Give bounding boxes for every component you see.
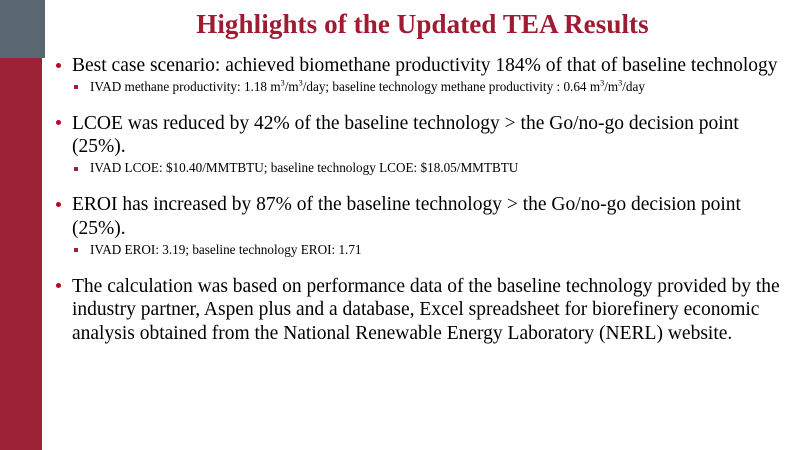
- sub-bullet-2-1-text: IVAD LCOE: $10.40/MMTBTU; baseline techn…: [90, 160, 519, 176]
- sub-bullet-2-1: IVAD LCOE: $10.40/MMTBTU; baseline techn…: [52, 160, 794, 177]
- bullet-dot-icon: [56, 283, 61, 289]
- sub-bullet-3-1: IVAD EROI: 3.19; baseline technology ERO…: [52, 242, 794, 259]
- bullet-group-1: Best case scenario: achieved biomethane …: [52, 54, 794, 96]
- spacer-3: [52, 259, 794, 275]
- slide-body: Best case scenario: achieved biomethane …: [52, 54, 794, 346]
- sub-bullet-1-1-part-a: IVAD methane productivity: 1.18 m: [90, 78, 281, 94]
- spacer-2: [52, 177, 794, 193]
- bullet-4: The calculation was based on performance…: [52, 275, 794, 346]
- slide-title: Highlights of the Updated TEA Results: [196, 9, 649, 39]
- decorative-red-bar: [0, 58, 42, 450]
- bullet-group-4: The calculation was based on performance…: [52, 275, 794, 346]
- bullet-2: LCOE was reduced by 42% of the baseline …: [52, 112, 794, 160]
- bullet-1: Best case scenario: achieved biomethane …: [52, 54, 794, 78]
- sub-bullet-1-1-sup-2: 3: [298, 78, 303, 88]
- square-bullet-icon: [74, 248, 78, 253]
- square-bullet-icon: [74, 166, 78, 171]
- bullet-1-text: Best case scenario: achieved biomethane …: [72, 55, 778, 76]
- square-bullet-icon: [74, 85, 78, 90]
- sub-bullet-1-1-part-b: /m: [284, 78, 299, 94]
- bullet-dot-icon: [56, 120, 61, 126]
- sub-bullet-1-1-sup-3: 3: [600, 78, 605, 88]
- bullet-group-2: LCOE was reduced by 42% of the baseline …: [52, 112, 794, 177]
- bullet-dot-icon: [56, 62, 61, 68]
- sub-bullet-3-1-text: IVAD EROI: 3.19; baseline technology ERO…: [90, 241, 362, 257]
- sub-bullet-1-1-sup-1: 3: [280, 78, 285, 88]
- bullet-2-text: LCOE was reduced by 42% of the baseline …: [72, 112, 739, 158]
- spacer-1: [52, 96, 794, 112]
- bullet-3: EROI has increased by 87% of the baselin…: [52, 193, 794, 241]
- sub-bullet-1-1-sup-4: 3: [618, 78, 623, 88]
- sub-bullet-1-1-part-d: /m: [604, 78, 619, 94]
- bullet-4-text: The calculation was based on performance…: [72, 275, 780, 345]
- sub-bullet-1-1-part-e: /day: [622, 78, 645, 94]
- decorative-gray-bar: [0, 0, 45, 58]
- sub-bullet-1-1-part-c: /day; baseline technology methane produc…: [302, 78, 601, 94]
- bullet-3-text: EROI has increased by 87% of the baselin…: [72, 194, 741, 239]
- bullet-group-3: EROI has increased by 87% of the baselin…: [52, 193, 794, 258]
- sub-bullet-1-1: IVAD methane productivity: 1.18 m3/m3/da…: [52, 79, 794, 96]
- bullet-dot-icon: [56, 201, 61, 207]
